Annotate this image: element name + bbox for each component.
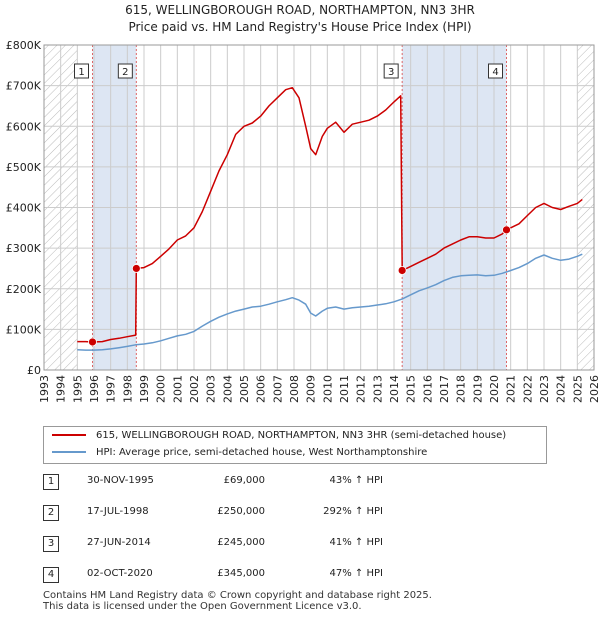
y-tick-label: £600K [6,120,42,133]
sale-date: 30-NOV-1995 [87,475,154,486]
x-tick-label: 2021 [505,375,518,403]
sale-price: £250,000 [217,506,265,517]
x-tick-label: 1995 [71,375,84,403]
x-tick-label: 2016 [421,375,434,403]
x-tick-label: 2013 [371,375,384,403]
sale-number-label: 1 [78,67,84,78]
y-tick-label: £700K [6,80,42,93]
sale-hpi-change: 47% ↑ HPI [329,568,383,579]
x-tick-label: 2005 [238,375,251,403]
footer: Contains HM Land Registry data © Crown c… [43,590,432,612]
x-tick-label: 2022 [521,375,534,403]
x-tick-label: 2000 [155,375,168,403]
sale-number: 2 [43,505,59,521]
legend-swatch-hpi [52,451,86,453]
chart-title: 615, WELLINGBOROUGH ROAD, NORTHAMPTON, N… [125,3,475,17]
x-tick-label: 1998 [121,375,134,403]
x-tick-label: 2006 [255,375,268,403]
legend-item-property: 615, WELLINGBOROUGH ROAD, NORTHAMPTON, N… [52,430,506,441]
property-price-line [77,86,583,343]
legend-label-hpi: HPI: Average price, semi-detached house,… [96,447,428,458]
x-tick-label: 2023 [538,375,551,403]
sale-row: 3 27-JUN-2014 £245,000 41% ↑ HPI [43,534,563,565]
sale-price: £345,000 [217,568,265,579]
x-tick-label: 2014 [388,375,401,403]
sale-price: £69,000 [223,475,265,486]
x-tick-label: 2010 [321,375,334,403]
x-tick-label: 1997 [105,375,118,403]
legend-swatch-property [52,434,86,436]
x-tick-label: 2017 [438,375,451,403]
legend-item-hpi: HPI: Average price, semi-detached house,… [52,447,427,458]
sale-point [131,264,141,273]
sale-hpi-change: 43% ↑ HPI [329,475,383,486]
y-tick-label: £300K [6,242,42,255]
x-tick-label: 2018 [455,375,468,403]
sale-row: 2 17-JUL-1998 £250,000 292% ↑ HPI [43,503,563,534]
y-tick-label: £0 [27,364,41,377]
x-tick-label: 2011 [338,375,351,403]
sale-number-label: 4 [492,67,498,78]
sales-table: 1 30-NOV-1995 £69,000 43% ↑ HPI 2 17-JUL… [43,472,563,596]
y-tick-label: £200K [6,283,42,296]
y-tick-label: £800K [6,39,42,52]
sale-price: £245,000 [217,537,265,548]
x-tick-label: 2024 [555,375,568,403]
sale-date: 27-JUN-2014 [87,537,151,548]
x-tick-label: 2004 [221,375,234,403]
x-tick-label: 2007 [271,375,284,403]
x-tick-label: 2003 [205,375,218,403]
x-tick-label: 2001 [171,375,184,403]
sale-point [397,266,407,275]
x-tick-label: 2009 [305,375,318,403]
sale-date: 02-OCT-2020 [87,568,153,579]
sale-point [502,225,511,235]
sale-hpi-change: 292% ↑ HPI [323,506,383,517]
x-tick-label: 1994 [55,375,68,403]
legend: 615, WELLINGBOROUGH ROAD, NORTHAMPTON, N… [43,426,547,464]
footer-licence: This data is licensed under the Open Gov… [43,601,362,612]
x-tick-label: 2026 [588,375,600,403]
x-tick-label: 2008 [288,375,301,403]
y-tick-label: £100K [6,323,42,336]
sale-row: 4 02-OCT-2020 £345,000 47% ↑ HPI [43,565,563,596]
sale-number-box [117,63,133,79]
hpi-line [77,253,583,351]
plot-border [43,44,595,371]
y-tick-label: £400K [6,202,42,215]
sale-date: 17-JUL-1998 [87,506,149,517]
sale-point [88,337,97,347]
legend-label-property: 615, WELLINGBOROUGH ROAD, NORTHAMPTON, N… [96,430,507,441]
x-tick-label: 2020 [488,375,501,403]
x-tick-label: 2015 [405,375,418,403]
footer-copyright: Contains HM Land Registry data © Crown c… [43,590,432,601]
sale-number-box [74,63,89,79]
sale-row: 1 30-NOV-1995 £69,000 43% ↑ HPI [43,472,563,503]
x-tick-label: 1999 [138,375,151,403]
sale-number-label: 2 [122,67,128,78]
x-tick-label: 1996 [88,375,101,403]
sale-number-label: 3 [388,67,394,78]
x-tick-label: 2002 [188,375,201,403]
x-tick-label: 1993 [38,375,51,403]
chart-subtitle: Price paid vs. HM Land Registry's House … [128,20,472,34]
sale-number: 4 [43,567,59,583]
price-chart: 1 2 3 4 £0 £100K £200K £300K £400K £500K £600K £70… [6,39,600,403]
x-tick-label: 2012 [355,375,368,403]
sale-number-box [488,63,503,79]
sale-hpi-change: 41% ↑ HPI [329,537,383,548]
sale-number-box [383,63,399,79]
sale-number: 1 [43,474,59,490]
sale-number: 3 [43,536,59,552]
x-tick-label: 2019 [471,375,484,403]
y-tick-label: £500K [6,161,42,174]
x-tick-label: 2025 [571,375,584,403]
